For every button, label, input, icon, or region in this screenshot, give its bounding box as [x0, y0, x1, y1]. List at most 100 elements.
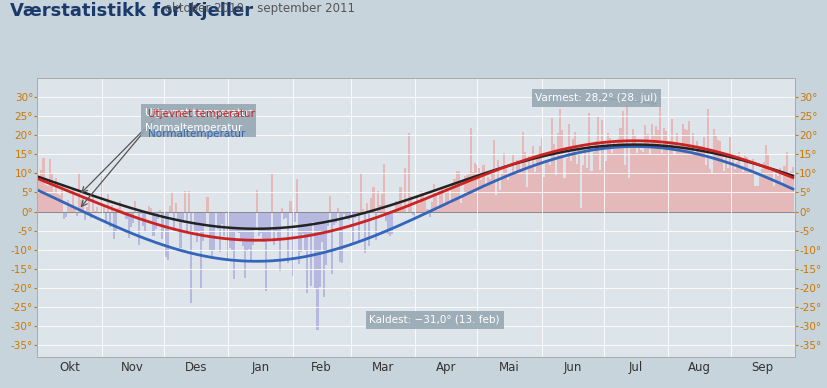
Bar — [96, 208, 98, 211]
Bar — [75, 211, 78, 216]
Bar — [385, 211, 386, 221]
Bar — [281, 208, 283, 211]
Bar — [445, 188, 447, 211]
Bar — [723, 171, 724, 211]
Bar — [584, 150, 586, 211]
Bar — [55, 178, 57, 211]
Bar — [739, 167, 741, 211]
Bar — [65, 211, 67, 217]
Bar — [430, 202, 433, 211]
Bar — [332, 211, 335, 225]
Bar — [606, 133, 609, 211]
Bar — [210, 211, 213, 258]
Text: Normaltemperatur: Normaltemperatur — [148, 129, 246, 139]
Bar — [167, 211, 169, 260]
Bar — [323, 211, 324, 297]
Bar — [652, 135, 654, 211]
Bar — [225, 211, 227, 213]
Bar — [233, 211, 235, 279]
Bar — [370, 198, 372, 211]
Bar — [140, 211, 142, 214]
Bar — [361, 209, 364, 211]
Bar — [671, 119, 672, 211]
Bar — [623, 165, 625, 211]
Bar — [115, 211, 117, 230]
Bar — [480, 180, 482, 211]
Bar — [416, 196, 418, 211]
Bar — [466, 175, 467, 211]
Bar — [262, 211, 265, 242]
Bar — [727, 168, 729, 211]
Bar — [724, 153, 727, 211]
Bar — [791, 167, 793, 211]
Bar — [461, 196, 463, 211]
Bar — [138, 211, 140, 246]
Bar — [169, 206, 171, 211]
Bar — [260, 211, 262, 233]
Bar — [523, 152, 525, 211]
Bar — [676, 148, 679, 211]
Bar — [625, 100, 627, 211]
Bar — [314, 211, 316, 288]
Bar — [455, 171, 457, 211]
Bar — [770, 170, 772, 211]
Bar — [155, 211, 156, 229]
Bar — [748, 169, 749, 211]
Bar — [360, 173, 361, 211]
Bar — [581, 165, 584, 211]
Bar — [712, 129, 714, 211]
Bar — [144, 211, 146, 231]
Bar — [218, 211, 221, 252]
Bar — [643, 125, 646, 211]
Bar — [449, 204, 451, 211]
Bar — [525, 187, 528, 211]
Bar — [697, 150, 700, 211]
Bar — [600, 120, 602, 211]
Bar — [540, 139, 542, 211]
Bar — [78, 173, 79, 211]
Bar — [386, 211, 389, 234]
Bar — [785, 152, 786, 211]
Bar — [100, 176, 103, 211]
Bar — [642, 152, 643, 211]
Bar — [142, 211, 144, 226]
Bar — [418, 204, 420, 211]
Bar — [753, 186, 756, 211]
Bar — [490, 171, 492, 211]
Bar — [700, 146, 701, 211]
Bar — [701, 137, 704, 211]
Bar — [463, 176, 466, 211]
Bar — [552, 144, 554, 211]
Bar — [573, 132, 576, 211]
Bar — [685, 130, 687, 211]
Bar — [656, 130, 658, 211]
Bar — [188, 191, 189, 211]
Bar — [414, 211, 416, 217]
Bar — [592, 152, 594, 211]
Bar — [270, 174, 273, 211]
Bar — [503, 152, 504, 211]
Bar — [71, 188, 74, 211]
Bar — [646, 134, 648, 211]
Bar — [231, 211, 233, 250]
Bar — [222, 211, 225, 236]
Bar — [119, 201, 122, 211]
Bar — [586, 168, 588, 211]
Bar — [235, 211, 237, 232]
Bar — [716, 140, 719, 211]
Bar — [185, 211, 188, 233]
Bar — [720, 153, 723, 211]
Bar — [246, 211, 247, 251]
Bar — [127, 211, 130, 237]
Bar — [328, 196, 331, 211]
Bar — [221, 211, 222, 225]
Bar — [243, 211, 246, 278]
Bar — [658, 104, 660, 211]
Bar — [394, 201, 397, 211]
Bar — [495, 195, 496, 211]
Bar — [511, 155, 513, 211]
Bar — [764, 145, 766, 211]
Bar — [179, 211, 181, 248]
Bar — [134, 201, 136, 211]
Bar — [258, 211, 260, 236]
